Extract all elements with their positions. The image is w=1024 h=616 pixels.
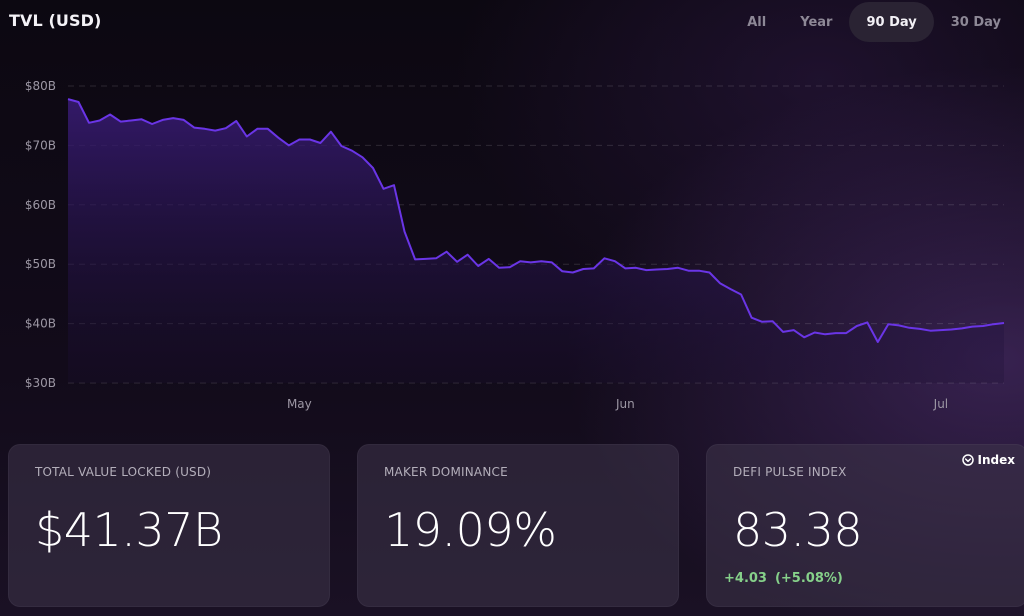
maker-dominance-value: 19.09% (384, 503, 557, 557)
tvl-card: TOTAL VALUE LOCKED (USD) $41.37B (8, 444, 330, 607)
tvl-card-value: $41.37B (35, 503, 223, 557)
page-title: TVL (USD) (9, 11, 102, 30)
index-link[interactable]: Index (961, 453, 1015, 467)
tvl-card-label: TOTAL VALUE LOCKED (USD) (35, 465, 212, 479)
time-range-tabs: All Year 90 Day 30 Day (730, 2, 1018, 42)
tab-all[interactable]: All (747, 14, 767, 30)
x-tick-label: Jul (933, 397, 948, 411)
tvl-series-line (67, 98, 1005, 343)
defi-pulse-index-label: DEFI PULSE INDEX (733, 465, 847, 479)
x-axis-ticks: May Jun Jul (287, 397, 948, 411)
index-change-pct: (+5.08%) (774, 571, 843, 586)
tab-year[interactable]: Year (800, 14, 833, 30)
defi-pulse-index-change: +4.03 (+5.08%) (724, 571, 851, 586)
y-tick-label: $30B (25, 376, 56, 390)
tvl-area-chart[interactable]: $30B $40B $50B $60B $70B $80B May Jun Jul (0, 60, 1024, 420)
x-tick-label: May (287, 397, 312, 411)
tab-90-day[interactable]: 90 Day (849, 2, 934, 42)
index-link-label: Index (977, 453, 1015, 467)
maker-dominance-label: MAKER DOMINANCE (384, 465, 508, 479)
defi-pulse-index-card: Index DEFI PULSE INDEX 83.38 +4.03 (+5.08… (706, 444, 1024, 607)
x-tick-label: Jun (615, 397, 635, 411)
chart-area-layer (67, 98, 1005, 383)
chevron-circle-icon (961, 454, 974, 466)
y-tick-label: $80B (25, 79, 56, 93)
defi-pulse-index-value: 83.38 (733, 503, 863, 557)
y-tick-label: $40B (25, 317, 56, 331)
tab-30-day[interactable]: 30 Day (950, 14, 1001, 30)
y-tick-label: $50B (25, 257, 56, 271)
maker-dominance-card: MAKER DOMINANCE 19.09% (357, 444, 679, 607)
tvl-area-fill (68, 99, 1004, 383)
y-tick-label: $70B (25, 138, 56, 152)
index-change-abs: +4.03 (724, 571, 767, 586)
y-tick-label: $60B (25, 198, 56, 212)
y-axis-ticks: $30B $40B $50B $60B $70B $80B (25, 79, 56, 390)
